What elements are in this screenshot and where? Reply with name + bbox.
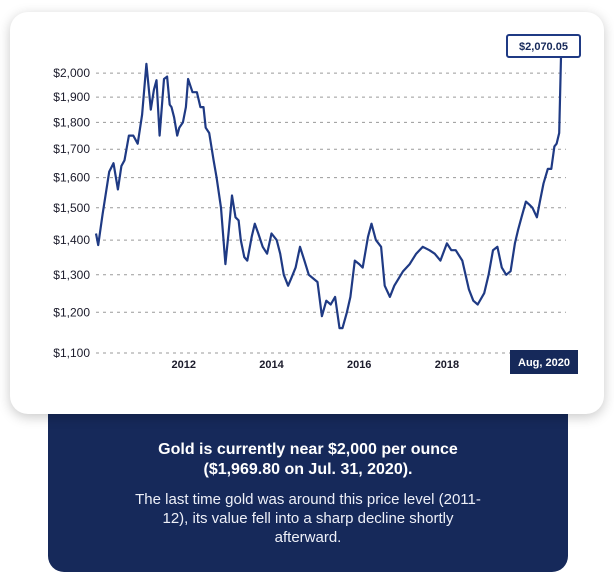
- x-tick-label: 2012: [171, 359, 195, 371]
- x-tick-label: 2016: [347, 359, 371, 371]
- y-tick-label: $1,100: [53, 346, 90, 360]
- y-tick-label: $1,600: [53, 171, 90, 185]
- y-tick-label: $1,200: [53, 305, 90, 319]
- peak-callout-box: [506, 34, 581, 58]
- info-body: The last time gold was around this price…: [135, 491, 481, 546]
- y-tick-label: $1,300: [53, 268, 90, 282]
- y-tick-label: $2,000: [53, 66, 90, 80]
- end-date-label: Aug, 2020: [518, 357, 570, 369]
- x-axis-ticks: 2012 2014 2016 2018: [171, 359, 459, 371]
- y-tick-label: $1,700: [53, 142, 90, 156]
- peak-callout-label: $2,070.05: [519, 41, 568, 53]
- info-panel: [48, 396, 568, 572]
- peak-callout: $2,070.05: [506, 34, 581, 58]
- chart-card: [10, 12, 604, 414]
- x-tick-label: 2014: [259, 359, 284, 371]
- end-date-box: [510, 350, 578, 374]
- y-axis-ticks: $2,000 $1,900 $1,800 $1,700 $1,600 $1,500 $1,4…: [53, 66, 90, 360]
- info-text: Gold is currently near $2,000 per ounce …: [48, 440, 568, 547]
- end-date-badge: Aug, 2020: [510, 350, 578, 374]
- y-tick-label: $1,900: [53, 90, 90, 104]
- y-tick-label: $1,800: [53, 115, 90, 129]
- grid-layer: [96, 72, 566, 354]
- x-tick-label: 2018: [435, 359, 459, 371]
- y-tick-label: $1,500: [53, 201, 90, 215]
- y-tick-label: $1,400: [53, 233, 90, 247]
- info-headline: Gold is currently near $2,000 per ounce …: [158, 441, 458, 478]
- series-line-gold-price: [94, 56, 563, 330]
